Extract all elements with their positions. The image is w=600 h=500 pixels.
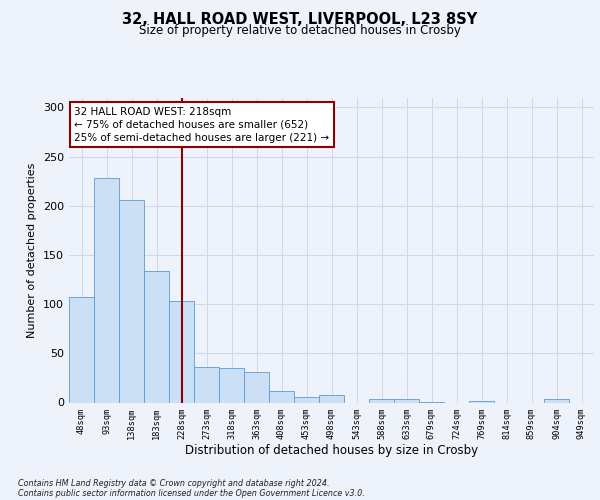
Text: Size of property relative to detached houses in Crosby: Size of property relative to detached ho…: [139, 24, 461, 37]
Text: 32 HALL ROAD WEST: 218sqm
← 75% of detached houses are smaller (652)
25% of semi: 32 HALL ROAD WEST: 218sqm ← 75% of detac…: [74, 106, 329, 143]
Bar: [369, 398, 394, 402]
Bar: [194, 367, 219, 402]
Bar: [94, 178, 119, 402]
Bar: [144, 270, 169, 402]
Bar: [294, 396, 319, 402]
Bar: [469, 400, 494, 402]
Bar: [219, 368, 244, 402]
Bar: [394, 398, 419, 402]
Bar: [544, 398, 569, 402]
Bar: [169, 301, 194, 402]
X-axis label: Distribution of detached houses by size in Crosby: Distribution of detached houses by size …: [185, 444, 478, 458]
Bar: [269, 390, 294, 402]
Text: Contains HM Land Registry data © Crown copyright and database right 2024.: Contains HM Land Registry data © Crown c…: [18, 478, 329, 488]
Bar: [319, 394, 344, 402]
Y-axis label: Number of detached properties: Number of detached properties: [28, 162, 37, 338]
Bar: [119, 200, 144, 402]
Text: 32, HALL ROAD WEST, LIVERPOOL, L23 8SY: 32, HALL ROAD WEST, LIVERPOOL, L23 8SY: [122, 12, 478, 28]
Bar: [244, 372, 269, 402]
Bar: [69, 297, 94, 403]
Text: Contains public sector information licensed under the Open Government Licence v3: Contains public sector information licen…: [18, 488, 365, 498]
